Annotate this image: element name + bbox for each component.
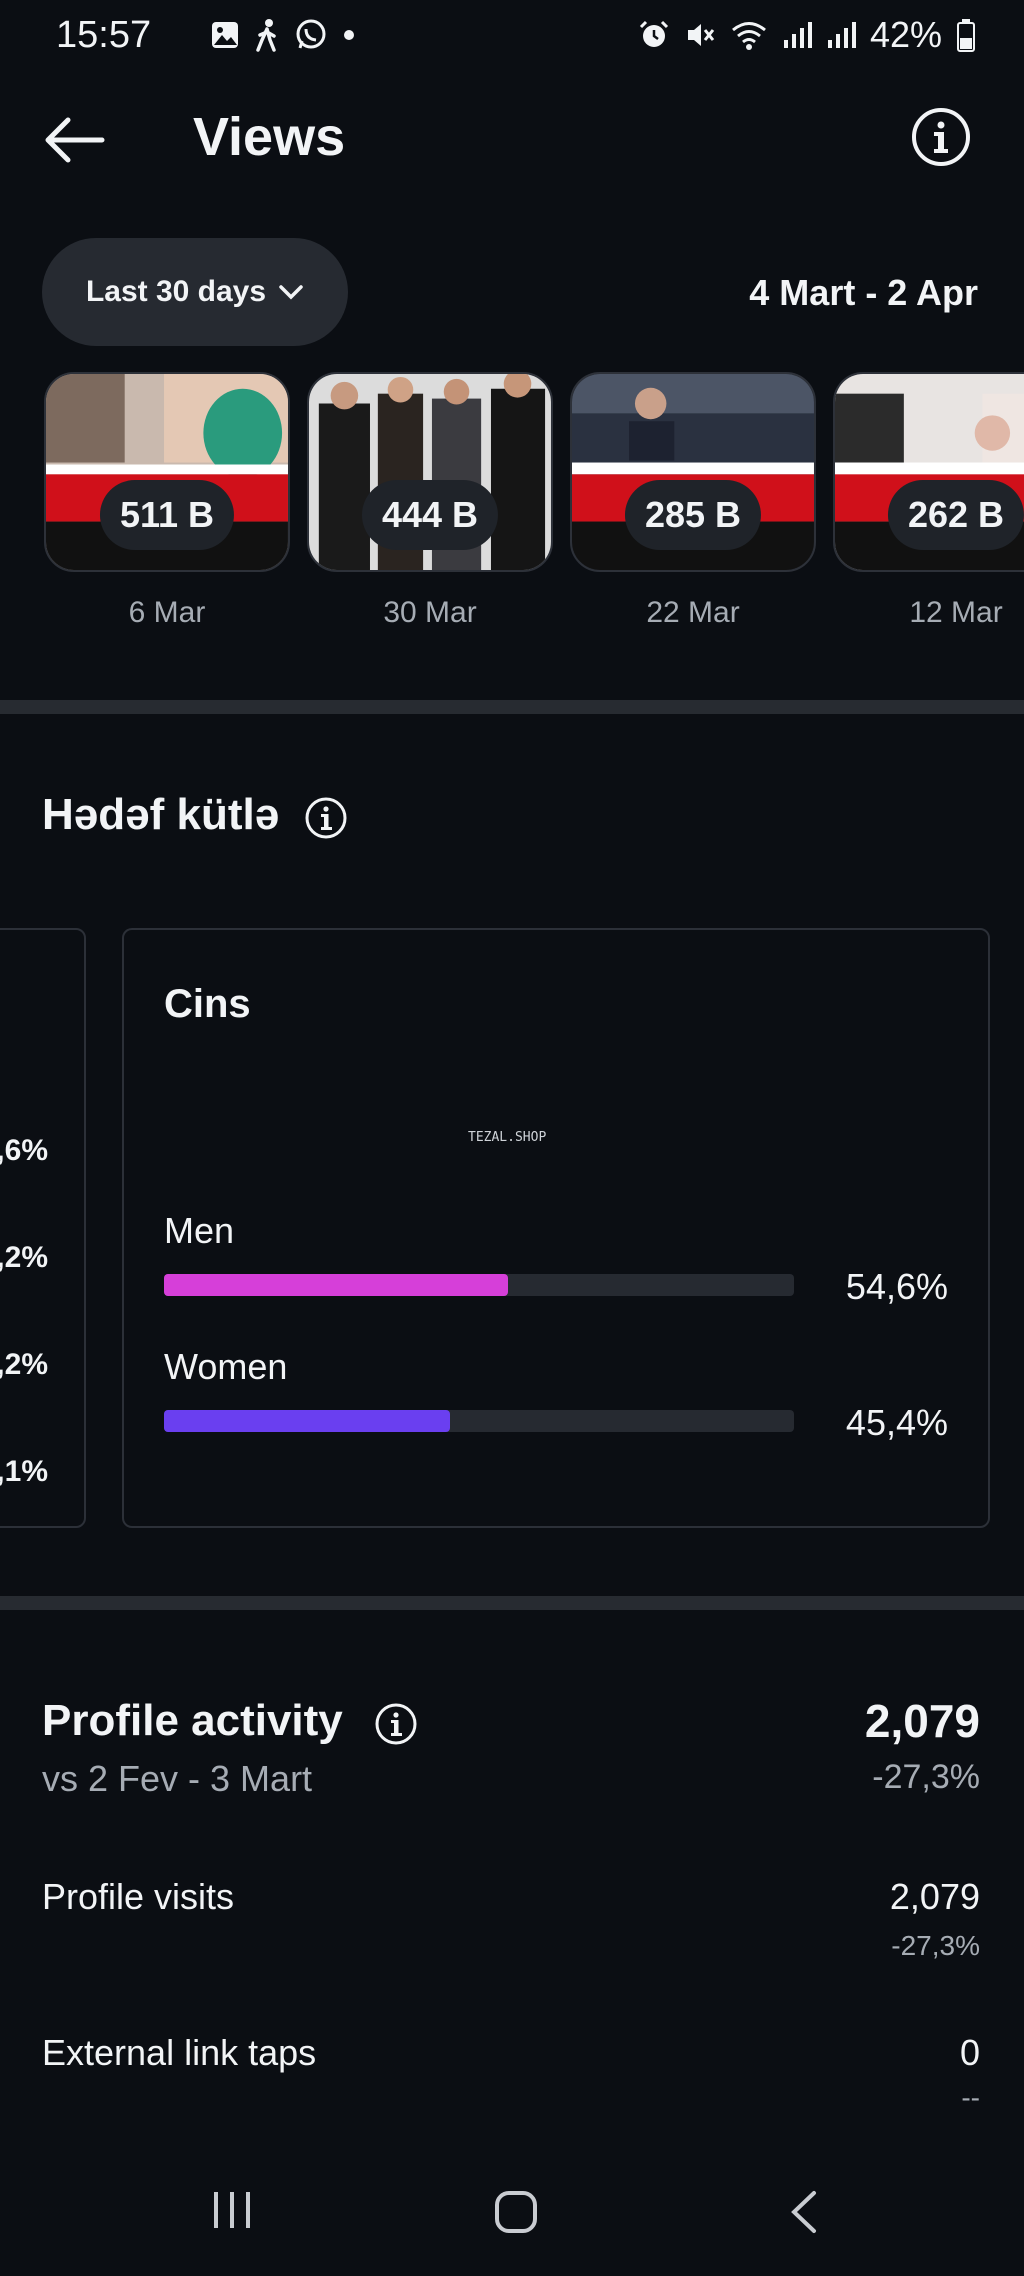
- post-date: 12 Mar: [909, 596, 1003, 629]
- comparison-period: vs 2 Fev - 3 Mart: [42, 1758, 313, 1799]
- post-date: 6 Mar: [128, 596, 206, 629]
- post-view-count: 285 B: [624, 480, 762, 550]
- signal-icon: [783, 22, 812, 48]
- gender-bar-fill: [164, 1274, 508, 1296]
- gender-bar-men: [164, 1274, 794, 1296]
- page-title: Views: [193, 107, 346, 167]
- date-range-dropdown[interactable]: Last 30 days: [42, 238, 348, 346]
- audience-percent: ,1%: [0, 1455, 48, 1488]
- alarm-icon: [639, 20, 668, 47]
- dot-icon: [344, 30, 354, 40]
- post-thumbnail[interactable]: 444 B: [307, 372, 553, 572]
- audience-percent: ,2%: [0, 1241, 48, 1274]
- post-image: [572, 374, 814, 570]
- section-divider: [0, 1596, 1024, 1610]
- recent-apps-icon[interactable]: [210, 2190, 254, 2230]
- gender-bar-women: [164, 1410, 794, 1432]
- walking-icon: [256, 19, 276, 52]
- external-link-taps-change: --: [961, 2082, 980, 2113]
- battery-icon: [957, 19, 975, 52]
- watermark-text: TEZAL.SHOP: [468, 1130, 547, 1145]
- gender-label-women: Women: [164, 1346, 288, 1387]
- status-system-icons: 42%: [638, 14, 976, 56]
- post-view-count: 511 B: [99, 480, 235, 550]
- post-view-count: 262 B: [887, 480, 1024, 550]
- profile-visits-value: 2,079: [889, 1876, 980, 1917]
- gender-percent-women: 45,4%: [845, 1402, 948, 1443]
- wifi-icon: [731, 22, 766, 50]
- back-arrow-icon[interactable]: [42, 112, 106, 168]
- post-thumbnail[interactable]: 285 B: [570, 372, 816, 572]
- info-icon[interactable]: [304, 796, 348, 840]
- date-range-label: Last 30 days: [85, 275, 267, 308]
- info-icon[interactable]: [910, 106, 972, 168]
- signal-icon: [827, 22, 856, 48]
- chevron-down-icon: [279, 285, 303, 300]
- gender-percent-men: 54,6%: [845, 1266, 948, 1307]
- gender-card-title: Cins: [164, 982, 251, 1026]
- top-posts-carousel[interactable]: 511 B 6 Mar 444 B 30 Mar 285 B 22 Mar 26…: [0, 372, 1024, 632]
- post-date: 30 Mar: [383, 596, 477, 629]
- status-notification-icons: [210, 18, 356, 52]
- profile-activity-total: 2,079: [864, 1695, 980, 1747]
- profile-visits-label: Profile visits: [42, 1876, 235, 1917]
- profile-activity-change: -27,3%: [872, 1758, 980, 1796]
- post-thumbnail[interactable]: 262 B: [833, 372, 1024, 572]
- audience-percent: ,2%: [0, 1348, 48, 1381]
- profile-activity-title: Profile activity: [42, 1696, 343, 1745]
- audience-card-partial[interactable]: ,6% ,2% ,2% ,1%: [0, 928, 86, 1528]
- info-icon[interactable]: [374, 1702, 418, 1746]
- gender-label-men: Men: [164, 1210, 235, 1251]
- section-divider: [0, 700, 1024, 714]
- gallery-icon: [212, 22, 238, 48]
- audience-title: Hədəf kütlə: [42, 790, 280, 839]
- battery-percent: 42%: [869, 14, 942, 55]
- post-view-count: 444 B: [361, 480, 499, 550]
- external-link-taps-label: External link taps: [42, 2032, 317, 2073]
- whatsapp-icon: [296, 19, 326, 49]
- home-icon[interactable]: [494, 2190, 538, 2234]
- status-time: 15:57: [56, 14, 152, 56]
- post-date: 22 Mar: [646, 596, 740, 629]
- external-link-taps-value: 0: [959, 2032, 980, 2073]
- gender-bar-fill: [164, 1410, 451, 1432]
- post-thumbnail[interactable]: 511 B: [44, 372, 290, 572]
- nav-back-icon[interactable]: [786, 2190, 822, 2234]
- gender-card[interactable]: Cins TEZAL.SHOP Men 54,6% Women 45,4%: [122, 928, 990, 1528]
- date-range-text: 4 Mart - 2 Apr: [749, 272, 978, 313]
- profile-visits-change: -27,3%: [891, 1930, 980, 1961]
- audience-percent: ,6%: [0, 1134, 48, 1167]
- mute-icon: [687, 24, 715, 46]
